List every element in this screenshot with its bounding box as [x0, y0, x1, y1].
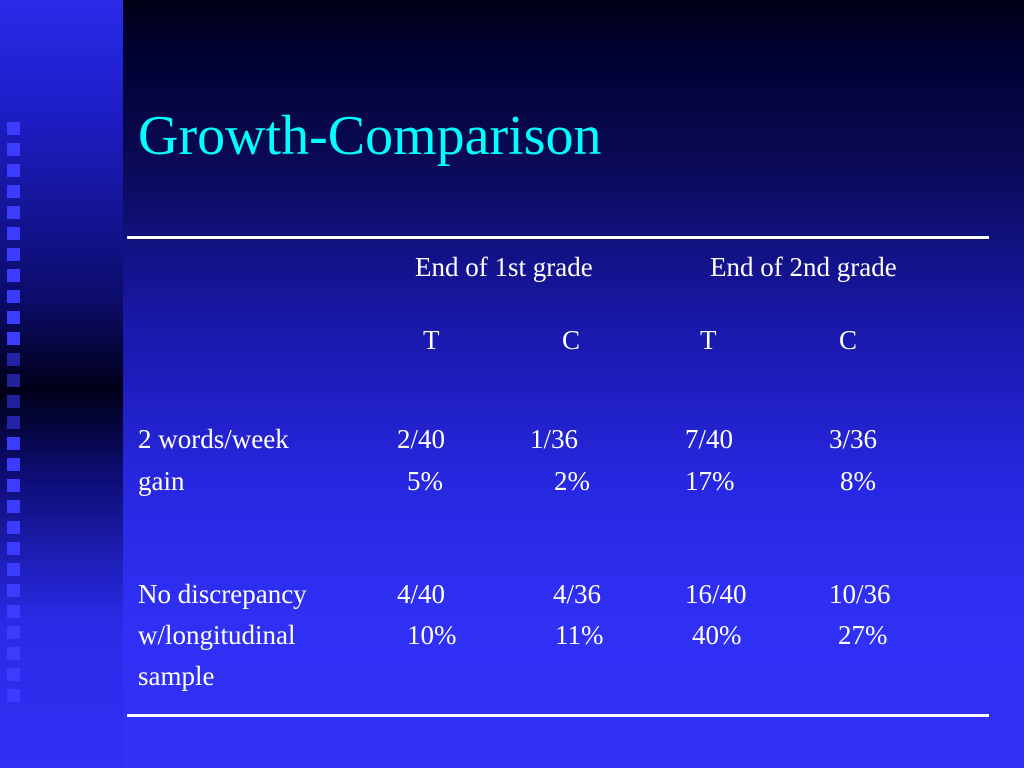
percent-1st-grade-c: 2%	[554, 466, 590, 496]
subheader-2nd-grade-c: C	[839, 325, 858, 355]
header-end-of-2nd-grade: End of 2nd grade	[710, 252, 897, 282]
subheader-2nd-grade-t: T	[700, 325, 717, 355]
decorative-square	[7, 479, 20, 492]
percent-2nd-grade-t: 40%	[692, 620, 742, 650]
percent-2nd-grade-t: 17%	[685, 466, 735, 496]
decorative-square	[7, 563, 20, 576]
decorative-square	[7, 311, 20, 324]
decorative-square	[7, 143, 20, 156]
decorative-square	[7, 332, 20, 345]
header-end-of-1st-grade: End of 1st grade	[415, 252, 593, 282]
decorative-square	[7, 542, 20, 555]
decorative-square	[7, 668, 20, 681]
percent-2nd-grade-c: 8%	[840, 466, 876, 496]
table-top-rule	[127, 236, 989, 239]
decorative-square	[7, 584, 20, 597]
count-2nd-grade-c: 3/36	[829, 424, 878, 454]
count-1st-grade-t: 4/40	[397, 579, 446, 609]
slide-title: Growth-Comparison	[138, 105, 602, 167]
decorative-square	[7, 353, 20, 366]
decorative-side-strip	[0, 0, 123, 768]
decorative-square	[7, 395, 20, 408]
count-2nd-grade-t: 16/40	[685, 579, 747, 609]
decorative-square	[7, 269, 20, 282]
decorative-square	[7, 647, 20, 660]
decorative-square	[7, 248, 20, 261]
decorative-square	[7, 500, 20, 513]
percent-1st-grade-c: 11%	[555, 620, 604, 650]
decorative-square	[7, 227, 20, 240]
decorative-square-column	[7, 0, 31, 768]
decorative-square	[7, 458, 20, 471]
percent-2nd-grade-c: 27%	[838, 620, 888, 650]
decorative-square	[7, 164, 20, 177]
decorative-square	[7, 605, 20, 618]
count-1st-grade-c: 4/36	[553, 579, 602, 609]
row-label-line: gain	[138, 466, 185, 496]
count-1st-grade-c: 1/36	[530, 424, 579, 454]
decorative-square	[7, 122, 20, 135]
row-label-line: No discrepancy	[138, 579, 307, 609]
count-2nd-grade-t: 7/40	[685, 424, 734, 454]
decorative-square	[7, 416, 20, 429]
decorative-square	[7, 689, 20, 702]
percent-1st-grade-t: 5%	[407, 466, 443, 496]
count-1st-grade-t: 2/40	[397, 424, 446, 454]
subheader-1st-grade-t: T	[423, 325, 440, 355]
decorative-square	[7, 185, 20, 198]
decorative-square	[7, 626, 20, 639]
row-label-line: w/longitudinal	[138, 620, 296, 650]
row-label-line: 2 words/week	[138, 424, 289, 454]
row-label-line: sample	[138, 661, 215, 691]
percent-1st-grade-t: 10%	[407, 620, 457, 650]
subheader-1st-grade-c: C	[562, 325, 581, 355]
decorative-square	[7, 437, 20, 450]
decorative-square	[7, 521, 20, 534]
decorative-square	[7, 290, 20, 303]
count-2nd-grade-c: 10/36	[829, 579, 891, 609]
decorative-square	[7, 206, 20, 219]
decorative-square	[7, 374, 20, 387]
table-bottom-rule	[127, 714, 989, 717]
